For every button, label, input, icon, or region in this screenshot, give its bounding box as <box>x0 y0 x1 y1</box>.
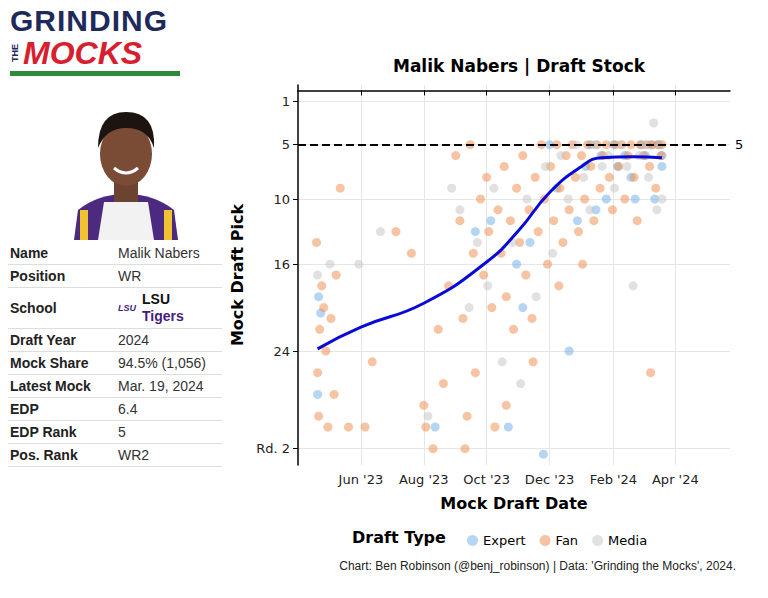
html-text:Malik Nabers: Malik Nabers <box>118 245 200 261</box>
svg-text:Mock Draft Pick: Mock Draft Pick <box>228 204 247 346</box>
svg-text:Mock Draft Date: Mock Draft Date <box>440 494 587 513</box>
svg-text:16: 16 <box>273 257 290 272</box>
html-text:Mar. 19, 2024: Mar. 19, 2024 <box>118 378 204 394</box>
svg-text:Aug '23: Aug '23 <box>399 472 449 487</box>
html-text:LSU: LSU <box>118 303 136 313</box>
html-text:6.4: 6.4 <box>118 401 138 417</box>
svg-text:24: 24 <box>273 344 290 359</box>
svg-text:Malik Nabers | Draft Stock: Malik Nabers | Draft Stock <box>393 56 646 76</box>
html-text:Tigers: Tigers <box>142 308 184 324</box>
html-text:THE: THE <box>10 44 20 62</box>
svg-text:Rd. 2: Rd. 2 <box>256 441 290 456</box>
svg-text:Expert: Expert <box>483 533 526 548</box>
html-text:Position: Position <box>10 268 66 284</box>
html-text:EDP Rank: EDP Rank <box>10 424 77 440</box>
html-text:WR: WR <box>118 268 142 284</box>
html-text:Name: Name <box>10 245 49 261</box>
html-text:GRINDING: GRINDING <box>10 4 168 37</box>
svg-text:5: 5 <box>282 137 290 152</box>
html-text:School: School <box>10 300 57 316</box>
html-text:Latest Mock: Latest Mock <box>10 378 91 394</box>
html-text:94.5% (1,056): 94.5% (1,056) <box>118 355 206 371</box>
html-text:5: 5 <box>118 424 126 440</box>
svg-text:Draft Type: Draft Type <box>352 528 446 547</box>
svg-text:Feb '24: Feb '24 <box>590 472 637 487</box>
html-text:WR2: WR2 <box>118 447 150 463</box>
html-text:Draft Year: Draft Year <box>10 332 76 348</box>
html-text:LSU: LSU <box>142 291 170 307</box>
svg-text:Jun '23: Jun '23 <box>338 472 384 487</box>
html-text:MOCKS: MOCKS <box>23 35 143 71</box>
html-text:2024: 2024 <box>118 332 150 348</box>
html-text:Mock Share: Mock Share <box>10 355 89 371</box>
svg-text:Apr '24: Apr '24 <box>652 472 699 487</box>
svg-text:1: 1 <box>282 94 290 109</box>
svg-text:10: 10 <box>273 192 290 207</box>
svg-text:Oct '23: Oct '23 <box>463 472 510 487</box>
svg-text:Chart: Ben Robinson (@benj_rob: Chart: Ben Robinson (@benj_robinson) | D… <box>339 559 736 573</box>
html-text:Pos. Rank: Pos. Rank <box>10 447 78 463</box>
html-text:EDP: EDP <box>10 401 39 417</box>
svg-text:Fan: Fan <box>556 533 579 548</box>
svg-text:Dec '23: Dec '23 <box>525 472 574 487</box>
svg-text:Media: Media <box>608 533 647 548</box>
svg-text:5: 5 <box>735 137 743 152</box>
